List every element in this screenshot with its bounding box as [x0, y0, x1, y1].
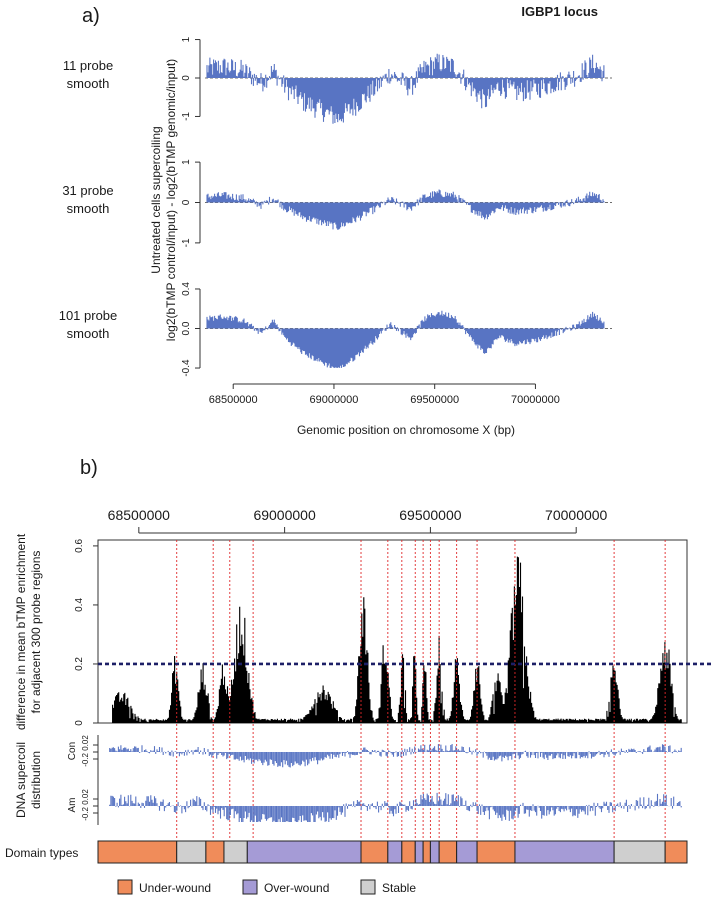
supercoil-series: [109, 744, 682, 768]
domain-types-label: Domain types: [5, 846, 78, 860]
track-label: smooth: [67, 326, 110, 341]
signal-series: [206, 53, 605, 124]
y-tick-label: 0.2: [74, 657, 85, 671]
y-tick-label: 0: [74, 720, 85, 726]
track-31-probe-smooth: -1 0 1 31 probe smooth: [62, 159, 612, 247]
legend-swatch-over: [242, 879, 258, 895]
domain-segment-stable: [223, 840, 248, 864]
y-tick-label: -0.4: [181, 359, 192, 377]
x-tick-label: 68500000: [209, 394, 258, 406]
y-tick-label: -0.2 0.02: [81, 789, 90, 821]
x-axis-label: Genomic position on chromosome X (bp): [297, 423, 515, 437]
domain-segment-under: [401, 840, 416, 864]
x-tick-label: 70000000: [545, 507, 608, 523]
track-101-probe-smooth: -0.4 0.0 0.4 101 probe smooth: [59, 282, 612, 377]
panel-a-label: a): [82, 5, 100, 27]
track-11-probe-smooth: -1 0 1 11 probe smooth: [63, 36, 612, 124]
x-tick-label: 69000000: [309, 394, 358, 406]
x-tick-label: 70000000: [511, 394, 560, 406]
y-tick-label: 0: [181, 199, 192, 205]
legend-label-over: Over-wound: [264, 881, 329, 895]
supercoil-series: [109, 792, 682, 822]
y-axis-label: Untreated cells supercoiling: [149, 126, 163, 273]
y-tick-label: -0.2 0.02: [81, 735, 90, 767]
y-axis-label: for adjacent 300 probe regions: [29, 551, 43, 714]
chart-title: IGBP1 locus: [521, 4, 598, 19]
legend-label-stable: Stable: [382, 881, 416, 895]
domain-segment-under: [360, 840, 389, 864]
y-axis-label: distribution: [29, 751, 43, 809]
domain-segment-under: [476, 840, 516, 864]
x-tick-label: 69000000: [253, 507, 316, 523]
legend-swatch-under: [117, 879, 133, 895]
track-label: 31 probe: [62, 183, 113, 198]
track-label: smooth: [67, 201, 110, 216]
domain-segment-under: [97, 840, 178, 864]
domain-segment-over: [456, 840, 478, 864]
domain-segment-over: [429, 840, 440, 864]
x-tick-label: 69500000: [399, 507, 462, 523]
plot-frame: [97, 539, 688, 724]
track-label: 11 probe: [63, 58, 113, 73]
domain-segment-under: [422, 840, 431, 864]
y-axis-label: log2(bTMP control/input) - log2(bTMP gen…: [164, 59, 178, 341]
domain-segment-under: [438, 840, 458, 864]
track-label: Con: [67, 742, 78, 760]
y-tick-label: 0.4: [74, 598, 85, 612]
legend-swatch-stable: [360, 879, 376, 895]
track-label: 101 probe: [59, 308, 118, 323]
domain-segment-over: [514, 840, 615, 864]
y-tick-label: 0.4: [181, 282, 192, 296]
panel-b-label: b): [80, 457, 98, 479]
y-tick-label: 1: [181, 159, 192, 165]
track-label: smooth: [67, 76, 110, 91]
y-tick-label: -1: [181, 112, 192, 121]
domain-segment-under: [664, 840, 688, 864]
y-tick-label: -1: [181, 238, 192, 247]
legend-label-under: Under-wound: [139, 881, 211, 895]
signal-series: [206, 310, 605, 368]
domain-segment-over: [246, 840, 362, 864]
difference-bars: [112, 556, 682, 723]
domain-segment-over: [414, 840, 424, 864]
x-tick-label: 68500000: [108, 507, 171, 523]
domain-segment-stable: [613, 840, 666, 864]
y-tick-label: 0.6: [74, 539, 85, 553]
domain-segment-over: [387, 840, 403, 864]
x-tick-label: 69500000: [410, 394, 459, 406]
supercoil-track-con: Con -0.2 0.02: [67, 735, 682, 768]
signal-series: [206, 189, 605, 230]
y-axis-label: DNA supercoil: [14, 742, 28, 818]
supercoil-track-am: Am -0.2 0.02: [67, 789, 682, 822]
y-tick-label: 1: [181, 36, 192, 42]
track-label: Am: [67, 798, 78, 813]
y-tick-label: 0.0: [181, 321, 192, 335]
y-tick-label: 0: [181, 75, 192, 81]
domain-segment-under: [205, 840, 225, 864]
domain-segment-stable: [176, 840, 207, 864]
y-axis-label: difference in mean bTMP enrichment: [14, 533, 28, 730]
